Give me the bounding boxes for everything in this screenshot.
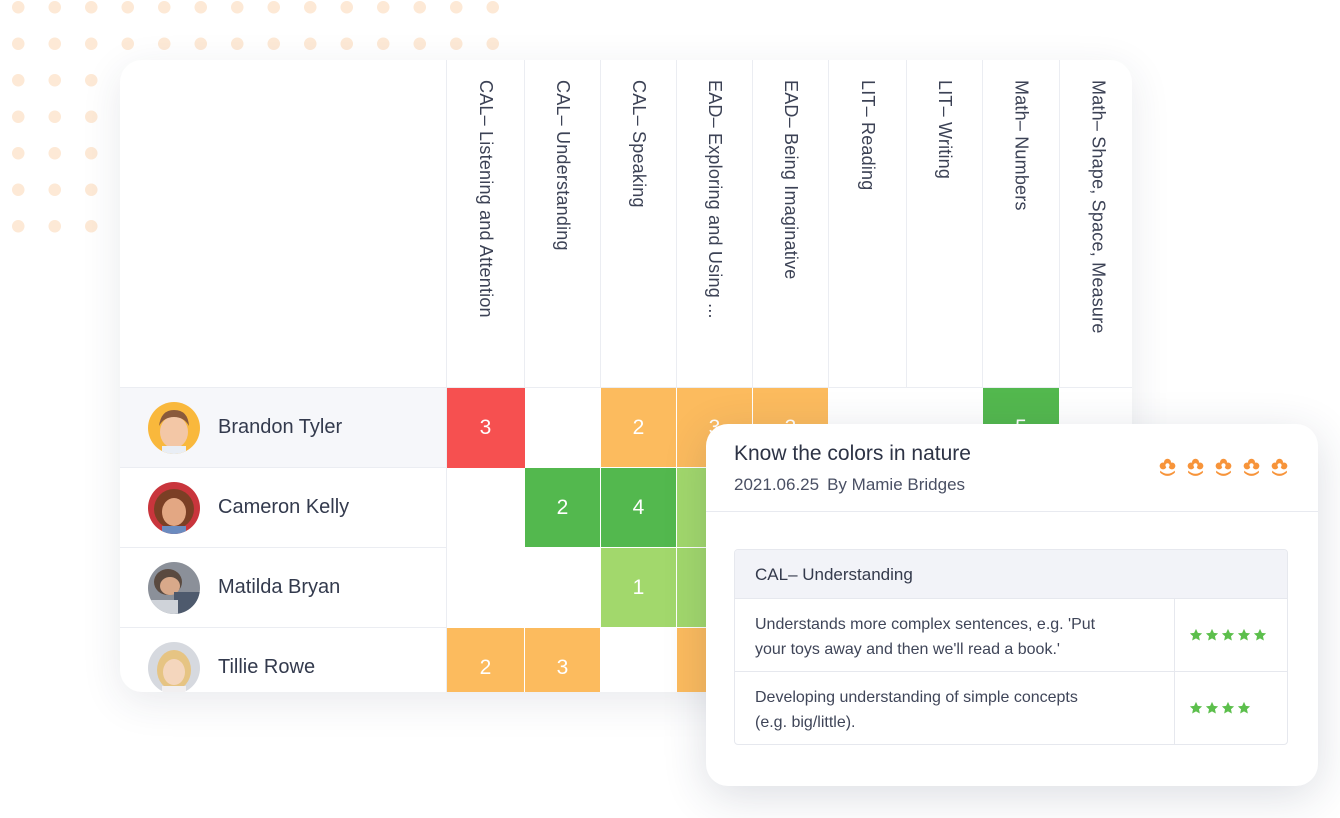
observation-text-line: Understands more complex sentences, e.g.… — [755, 616, 1096, 633]
column-header[interactable]: Math– Shape, Space, Measure — [1060, 60, 1132, 388]
score-cell[interactable]: 4 — [601, 468, 677, 548]
child-avatar-icon — [148, 402, 200, 454]
star-icon — [1253, 628, 1267, 641]
student-row[interactable]: Brandon Tyler — [120, 388, 447, 468]
student-name: Cameron Kelly — [218, 496, 350, 518]
score-cell[interactable]: 3 — [447, 388, 525, 468]
column-header[interactable]: EAD– Exploring and Using ... — [677, 60, 753, 388]
observation-date: 2021.06.25 — [734, 475, 820, 494]
flower-rating — [1157, 457, 1290, 478]
column-header[interactable]: CAL– Understanding — [525, 60, 601, 388]
student-name: Matilda Bryan — [218, 576, 341, 598]
star-icon — [1189, 628, 1203, 641]
star-icon — [1189, 701, 1203, 714]
column-header-label: Math– Numbers — [1011, 80, 1032, 211]
observation-text: Understands more complex sentences, e.g.… — [735, 599, 1175, 671]
observation-meta: 2021.06.25 By Mamie Bridges — [734, 475, 965, 495]
star-icon — [1237, 701, 1251, 714]
child-avatar-icon — [148, 482, 200, 534]
student-row[interactable]: Matilda Bryan — [120, 548, 447, 628]
observation-text-line: your toys away and then we'll read a boo… — [755, 641, 1060, 658]
column-header-label: EAD– Being Imaginative — [781, 80, 801, 280]
flower-icon — [1271, 458, 1288, 476]
star-icon — [1205, 628, 1219, 641]
column-header-label: CAL– Listening and Attention — [476, 80, 496, 318]
observation-row[interactable]: Understands more complex sentences, e.g.… — [735, 599, 1287, 672]
observation-text: Developing understanding of simple conce… — [735, 672, 1175, 744]
observation-text-line: (e.g. big/little). — [755, 714, 856, 731]
score-cell[interactable]: 2 — [525, 468, 601, 548]
score-cell[interactable]: 3 — [525, 628, 601, 692]
student-name: Tillie Rowe — [218, 656, 316, 678]
star-rating — [1175, 672, 1287, 744]
column-header[interactable]: CAL– Speaking — [601, 60, 677, 388]
star-rating — [1175, 599, 1287, 671]
grid-corner — [120, 60, 447, 388]
score-cell[interactable]: 2 — [601, 388, 677, 468]
column-header[interactable]: Math– Numbers — [983, 60, 1060, 388]
assessment-grid-card: CAL– Listening and Attention CAL– Unders… — [120, 60, 1132, 692]
star-icon — [1221, 701, 1235, 714]
observation-text-line: Developing understanding of simple conce… — [755, 689, 1078, 706]
observation-author: By Mamie Bridges — [827, 475, 966, 494]
column-header-label: LIT– Writing — [935, 80, 955, 180]
student-row[interactable]: Tillie Rowe — [120, 628, 447, 692]
column-header-label: EAD– Exploring and Using ... — [705, 80, 725, 319]
observation-table: CAL– Understanding Understands more comp… — [734, 549, 1288, 745]
column-header[interactable]: CAL– Listening and Attention — [447, 60, 525, 388]
divider — [706, 511, 1318, 512]
student-row[interactable]: Cameron Kelly — [120, 468, 447, 548]
student-name: Brandon Tyler — [218, 416, 343, 438]
observation-row[interactable]: Developing understanding of simple conce… — [735, 672, 1287, 744]
column-header-label: CAL– Understanding — [553, 80, 573, 251]
child-avatar-icon — [148, 642, 200, 692]
star-icon — [1221, 628, 1235, 641]
column-header[interactable]: LIT– Writing — [907, 60, 983, 388]
column-header-label: Math– Shape, Space, Measure — [1088, 80, 1109, 334]
flower-icon — [1243, 458, 1260, 476]
column-header[interactable]: EAD– Being Imaginative — [753, 60, 829, 388]
score-cell[interactable]: 1 — [601, 548, 677, 628]
column-header[interactable]: LIT– Reading — [829, 60, 907, 388]
score-cell[interactable]: 2 — [447, 628, 525, 692]
flower-icon — [1187, 458, 1204, 476]
star-icon — [1205, 701, 1219, 714]
observation-detail-card[interactable]: Know the colors in nature 2021.06.25 By M… — [706, 424, 1318, 786]
column-header-label: LIT– Reading — [858, 80, 878, 191]
flower-icon — [1215, 458, 1232, 476]
column-header-label: CAL– Speaking — [629, 80, 649, 208]
star-icon — [1237, 628, 1251, 641]
observation-section-header: CAL– Understanding — [735, 550, 1287, 599]
observation-title: Know the colors in nature — [734, 442, 971, 465]
child-avatar-icon — [148, 562, 200, 614]
flower-icon — [1159, 458, 1176, 476]
